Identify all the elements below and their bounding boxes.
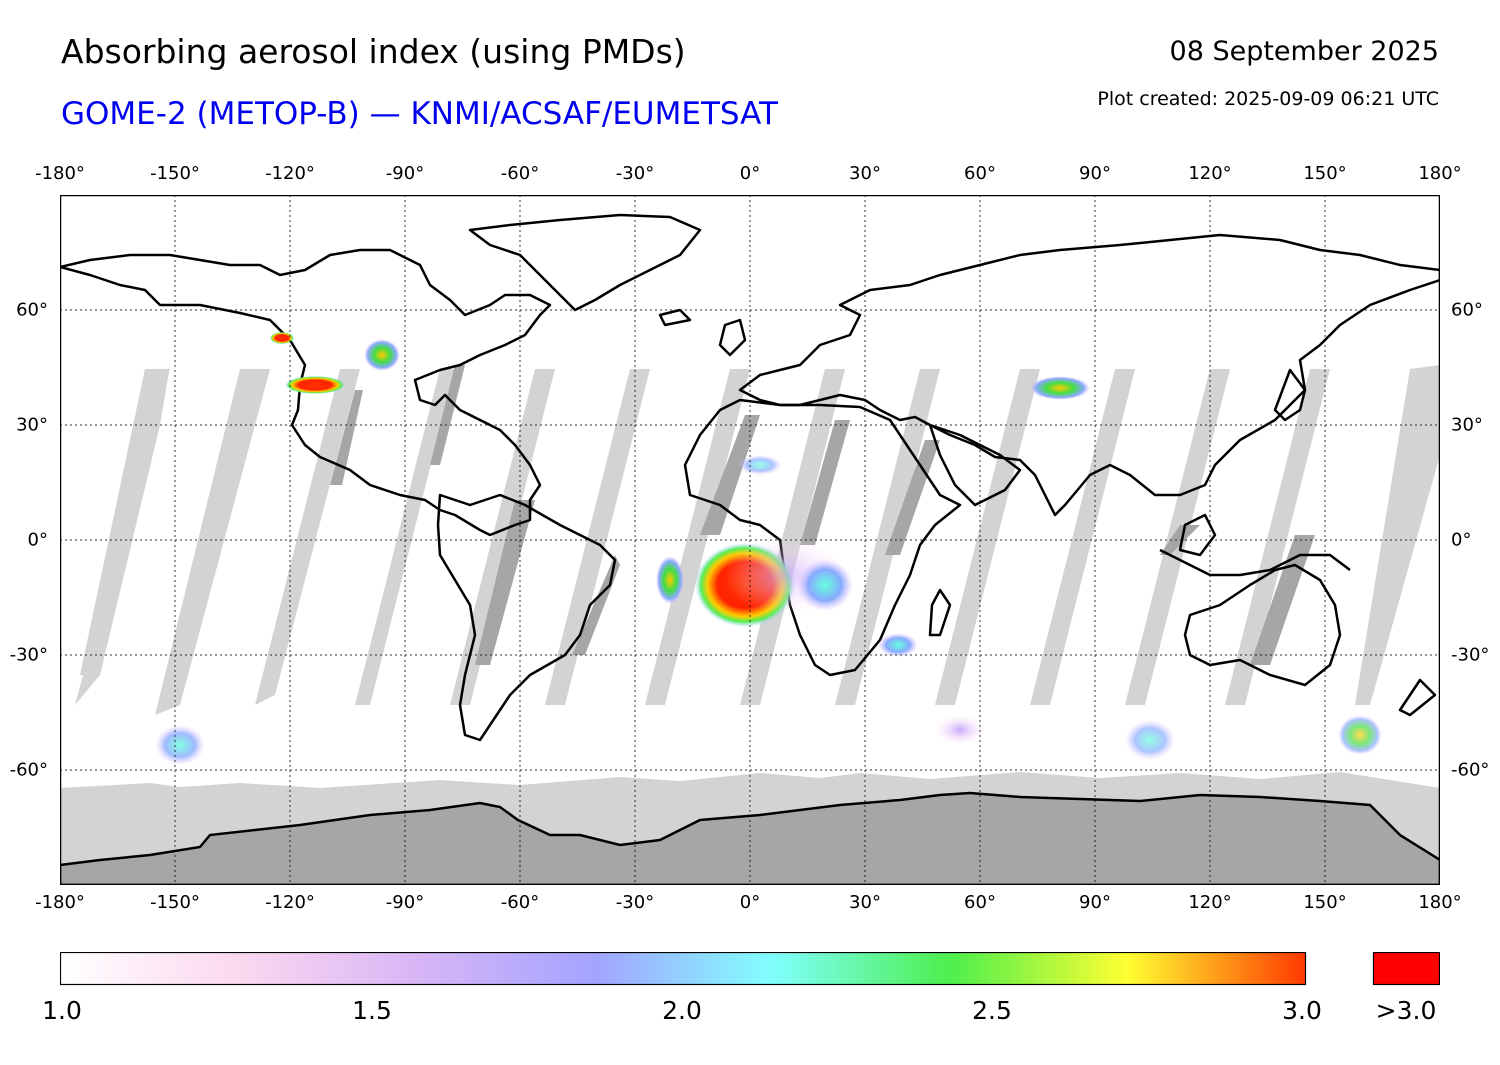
lon-tick-label-top: 120° [1188, 163, 1232, 184]
madagascar [928, 588, 952, 637]
lon-tick-label-bottom: -30° [615, 892, 655, 913]
colorbar-tick-label: 2.5 [972, 996, 1012, 1025]
hotspot-mozambique [878, 633, 918, 657]
lon-tick-label-top: 150° [1303, 163, 1347, 184]
lon-tick-label-top: 30° [849, 163, 881, 184]
lon-tick-label-top: -60° [500, 163, 540, 184]
lat-tick-label-right: -30° [1451, 644, 1490, 666]
aerosol-hotspots [155, 332, 1382, 765]
lon-tick-label-bottom: -60° [500, 892, 540, 913]
lon-tick-label-bottom: 60° [964, 892, 996, 913]
colorbar-gradient [60, 952, 1307, 986]
lon-tick-label-bottom: 150° [1303, 892, 1347, 913]
lon-tick-label-bottom: 120° [1188, 892, 1232, 913]
lon-tick-label-top: -120° [265, 163, 315, 184]
gridlines [60, 195, 1440, 885]
hotspot-central-canada [364, 339, 400, 371]
lat-tick-label-right: 0° [1451, 529, 1472, 551]
continents [60, 213, 1440, 742]
hotspot-east-africa [797, 559, 853, 611]
hotspot-india [1030, 376, 1090, 400]
lat-tick-label-left: -60° [9, 759, 48, 781]
colorbar [60, 952, 1440, 986]
plot-created: Plot created: 2025-09-09 06:21 UTC [1097, 88, 1439, 110]
lon-tick-label-top: -30° [615, 163, 655, 184]
greenland [468, 213, 702, 312]
hotspot-atlantic [656, 556, 684, 604]
lat-tick-label-right: -60° [1451, 759, 1490, 781]
iceland [658, 308, 692, 327]
arabian-peninsula [928, 423, 1022, 507]
orbit-gaps [75, 365, 1440, 715]
colorbar-tick-label: 1.5 [352, 996, 392, 1025]
lon-tick-label-bottom: -90° [385, 892, 425, 913]
colorbar-overflow [1372, 952, 1440, 986]
colorbar-tick-label: 2.0 [662, 996, 702, 1025]
uk [718, 318, 747, 357]
hotspot-southern-ocean-2 [1125, 720, 1175, 760]
colorbar-overflow-label: >3.0 [1375, 996, 1437, 1025]
africa [683, 398, 962, 677]
hotspot-west-africa [738, 455, 782, 475]
lon-tick-label-bottom: 180° [1418, 892, 1462, 913]
australia [1183, 563, 1342, 687]
lat-tick-label-left: -30° [9, 644, 48, 666]
lon-tick-label-top: -90° [385, 163, 425, 184]
lon-tick-label-top: -180° [35, 163, 85, 184]
lon-tick-label-top: 90° [1079, 163, 1111, 184]
lat-tick-label-right: 30° [1451, 414, 1483, 436]
hotspot-southern-ocean-3 [1338, 715, 1382, 755]
map-subtitle: GOME-2 (METOP-B) — KNMI/ACSAF/EUMETSAT [61, 96, 778, 132]
hotspot-western-us [285, 376, 345, 394]
hotspot-canada [270, 332, 294, 344]
colorbar-tick-label: 3.0 [1282, 996, 1322, 1025]
lon-tick-label-bottom: -180° [35, 892, 85, 913]
map-title: Absorbing aerosol index (using PMDs) [61, 32, 686, 71]
lon-tick-label-bottom: -120° [265, 892, 315, 913]
borneo [1178, 513, 1217, 557]
lon-tick-label-top: -150° [150, 163, 200, 184]
lon-tick-label-bottom: 90° [1079, 892, 1111, 913]
lon-tick-label-top: 180° [1418, 163, 1462, 184]
lon-tick-label-top: 0° [739, 163, 761, 184]
lon-tick-label-bottom: 30° [849, 892, 881, 913]
lon-tick-label-top: 60° [964, 163, 996, 184]
lon-tick-label-bottom: -150° [150, 892, 200, 913]
lat-tick-label-left: 30° [16, 414, 48, 436]
map-date: 08 September 2025 [1169, 36, 1439, 67]
new-zealand [1398, 678, 1437, 717]
colorbar-tick-label: 1.0 [42, 996, 82, 1025]
lon-tick-label-bottom: 0° [739, 892, 761, 913]
japan [1273, 368, 1307, 422]
hotspot-southern-ocean-1 [155, 725, 205, 765]
lat-tick-label-right: 60° [1451, 299, 1483, 321]
world-map [60, 195, 1440, 885]
map-frame [60, 195, 1440, 885]
lat-tick-label-left: 0° [27, 529, 48, 551]
lat-tick-label-left: 60° [16, 299, 48, 321]
hotspot-southern-ocean-4 [935, 715, 985, 745]
